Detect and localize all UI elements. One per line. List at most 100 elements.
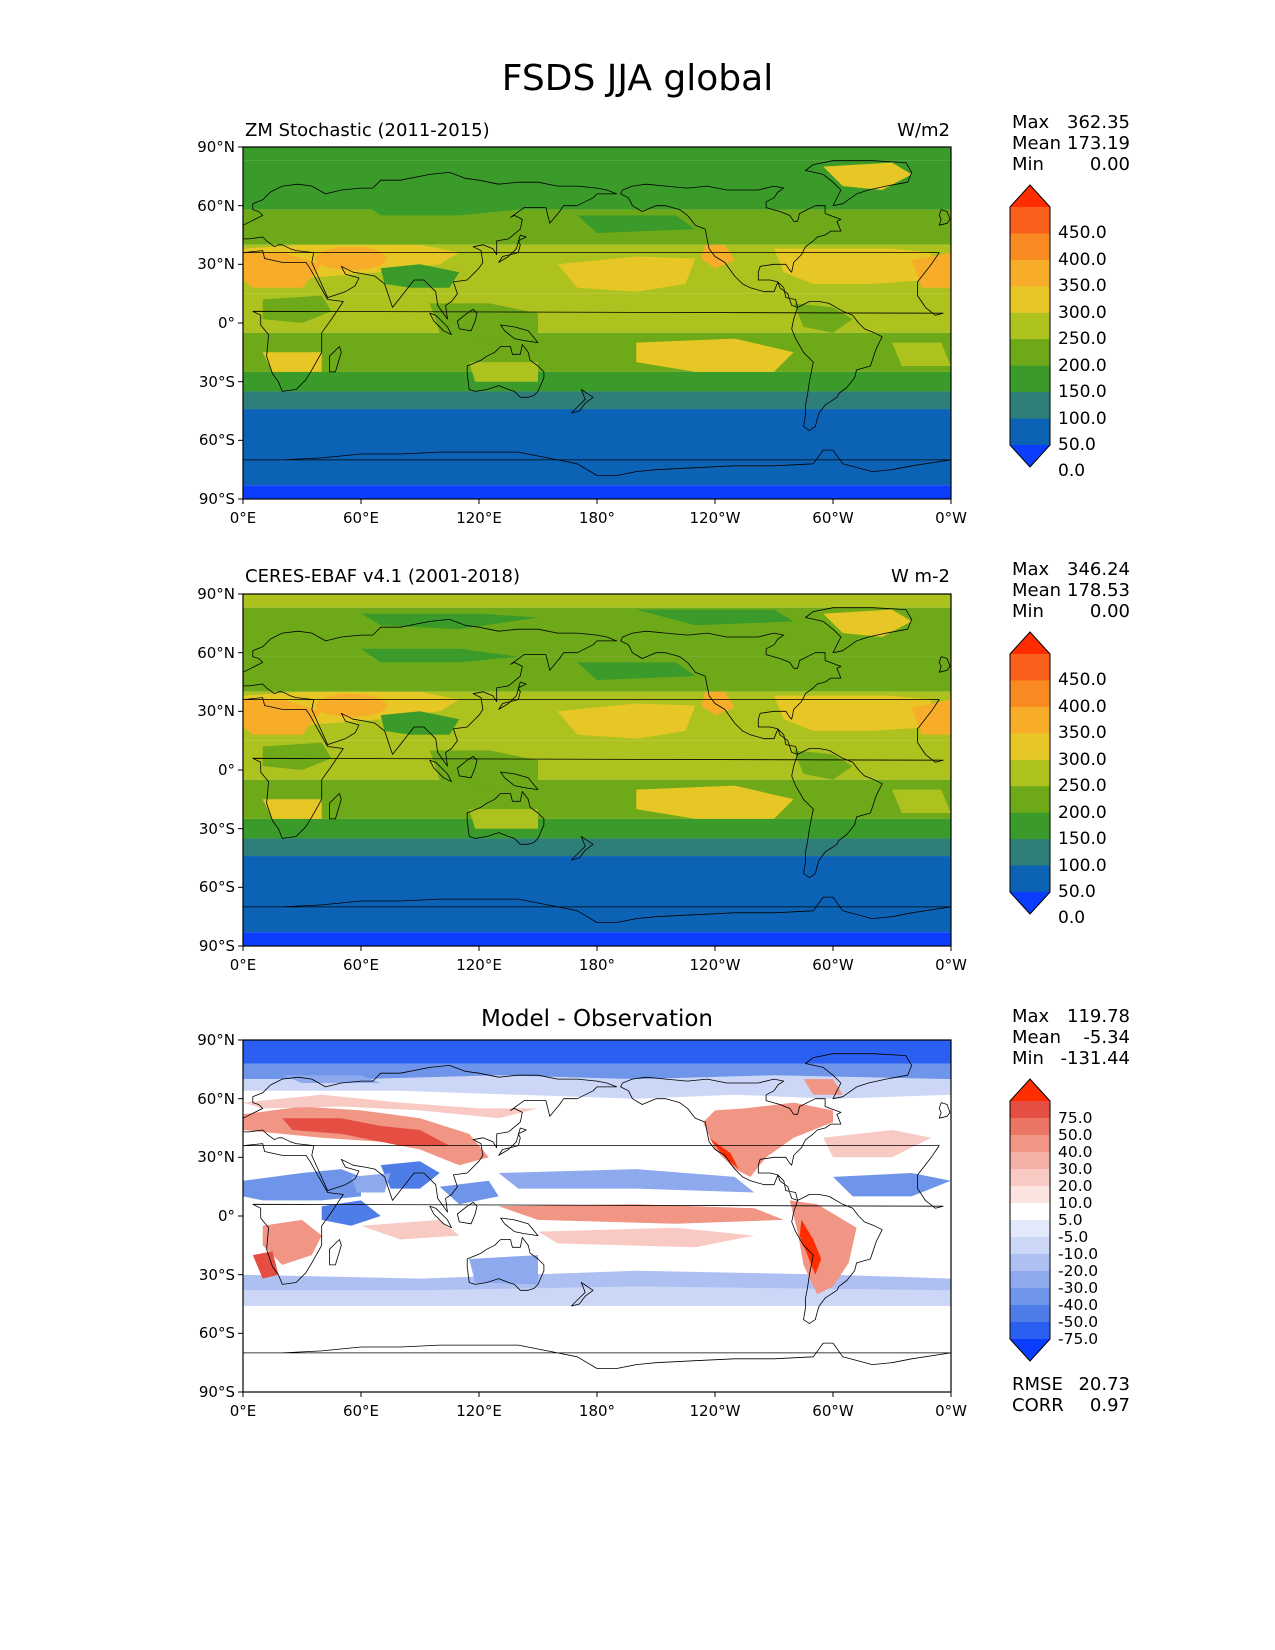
field-region [636, 338, 794, 372]
stat-mean-value: 178.53 [1067, 580, 1130, 601]
field-region [361, 613, 538, 630]
lon-tick-label: 0°W [935, 1402, 967, 1420]
rmse-label: RMSE [1012, 1374, 1063, 1395]
field-band [243, 932, 951, 946]
colorbar-model [1009, 184, 1051, 468]
lat-tick-label: 90°S [198, 1383, 235, 1401]
colorbar-tick-label: 100.0 [1058, 855, 1107, 876]
field-band [243, 391, 951, 410]
field-region [262, 295, 332, 323]
lat-tick-label: 0° [217, 1207, 235, 1225]
lon-tick-label: 180° [578, 1402, 616, 1420]
corr-value: 0.97 [1089, 1395, 1130, 1416]
australia-outline [466, 344, 545, 398]
lon-tick-label: 0°E [229, 509, 257, 527]
colorbar-tick-label: 0.0 [1058, 908, 1086, 929]
field-region [361, 201, 519, 216]
namerica-outline [620, 1076, 842, 1201]
colorbar-tick-label: 250.0 [1058, 776, 1107, 797]
field-region [361, 648, 519, 663]
colorbar-tick-label: 250.0 [1058, 329, 1107, 350]
colorbar-outline [1009, 184, 1051, 468]
lon-tick-label: 120°E [456, 956, 502, 974]
lon-tick-label: 120°E [456, 509, 502, 527]
lon-tick-label: 120°E [456, 1402, 502, 1420]
field-region [823, 162, 912, 190]
field-region [911, 699, 951, 735]
stat-mean-label: Mean [1012, 580, 1062, 601]
eurasia-outline [242, 172, 618, 320]
field-region [439, 1180, 499, 1205]
coastlines [242, 160, 952, 476]
field-region [774, 248, 932, 284]
lon-tick-label: 60°W [812, 509, 854, 527]
colorbar-tick-label: 150.0 [1058, 382, 1107, 403]
field-region [243, 1169, 361, 1201]
colorbar-segment [1010, 812, 1050, 840]
field-region [282, 1118, 450, 1146]
tick-marks [238, 1039, 952, 1397]
namerica-outline [620, 630, 842, 755]
colorbar-segment [1010, 365, 1050, 393]
field [243, 1040, 951, 1392]
panel-title-left: ZM Stochastic (2011-2015) [245, 120, 490, 141]
field-region [793, 303, 853, 333]
field-band [243, 1063, 951, 1080]
field-region [243, 699, 322, 735]
lat-tick-label: 30°N [197, 255, 235, 274]
lat-tick-label: 60°N [197, 196, 235, 215]
field-region [498, 1204, 784, 1224]
stat-mean-value: -5.34 [1083, 1027, 1130, 1048]
eurasia-outline [242, 1065, 618, 1213]
field-band [243, 485, 951, 499]
colorbar-segment [1010, 312, 1050, 340]
samerica-outline [791, 301, 883, 431]
field-region [262, 742, 332, 770]
colorbar-segment [1010, 1305, 1050, 1323]
colorbar-tick-label: 5.0 [1058, 1211, 1083, 1229]
stat-max-value: 362.35 [1067, 112, 1130, 133]
field-region [774, 695, 932, 731]
field-region [557, 703, 696, 739]
tick-marks [238, 146, 952, 504]
antarctica-outline [242, 1342, 952, 1369]
lat-tick-label: 90°S [198, 937, 235, 955]
field-region [892, 789, 951, 813]
colorbar-segment [1010, 759, 1050, 787]
colorbar-tick-label: 300.0 [1058, 302, 1107, 323]
lat-tick-label: 0° [217, 761, 235, 779]
field-region [351, 1173, 391, 1193]
field-region [538, 1227, 755, 1248]
map-diff [238, 1039, 952, 1397]
field-region [243, 252, 322, 288]
colorbar-tick-label: 20.0 [1058, 1177, 1093, 1195]
field-region [361, 166, 538, 183]
colorbar-tick-label: 75.0 [1058, 1109, 1093, 1127]
colorbar-tick-label: 30.0 [1058, 1160, 1093, 1178]
colorbar-tick-label: 350.0 [1058, 276, 1107, 297]
field-region [262, 352, 322, 372]
colorbar-extend-min [1010, 1339, 1050, 1361]
map-model [238, 146, 952, 504]
australia-outline [466, 1237, 545, 1291]
stat-max-label: Max [1012, 1006, 1050, 1027]
africa-outline [242, 697, 944, 839]
field-region [701, 244, 735, 269]
field-region [321, 1200, 381, 1226]
field [243, 147, 951, 499]
colorbar-extend-max [1010, 632, 1050, 654]
uk-outline [938, 1102, 951, 1119]
colorbar-segment [1010, 1254, 1050, 1272]
colorbar-segment [1010, 1322, 1050, 1340]
colorbar-segment [1010, 1288, 1050, 1306]
borneo-outline [457, 1201, 478, 1225]
lat-tick-label: 90°N [197, 585, 235, 603]
field-region [636, 785, 794, 819]
field-region [577, 215, 696, 233]
colorbar-tick-label: 300.0 [1058, 749, 1107, 770]
newzealand-outline [571, 389, 594, 414]
colorbar-segments [1010, 1079, 1050, 1361]
greenland-outline [805, 607, 913, 654]
colorbar-tick-label: 50.0 [1058, 882, 1096, 902]
sumatra-outline [429, 312, 452, 336]
